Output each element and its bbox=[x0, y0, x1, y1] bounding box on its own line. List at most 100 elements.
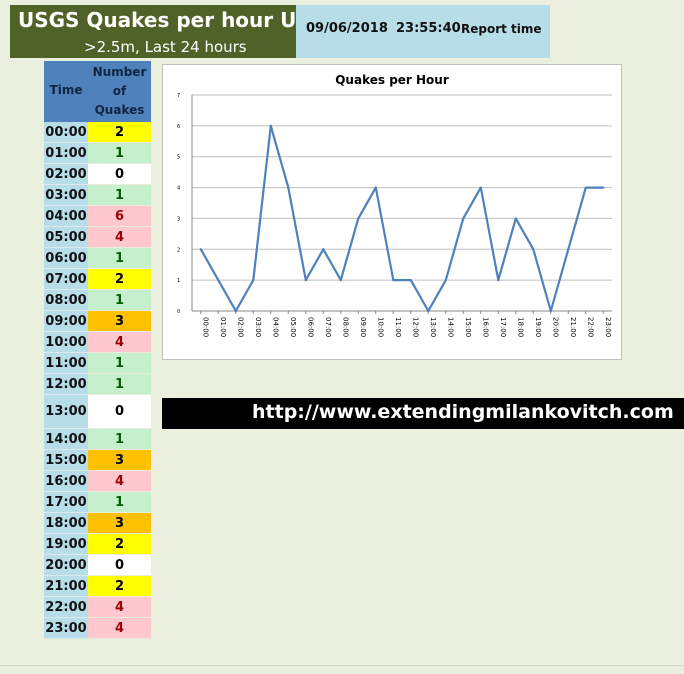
cell-count: 4 bbox=[88, 227, 151, 248]
report-time: 23:55:40 bbox=[396, 21, 461, 36]
data-point bbox=[602, 186, 605, 189]
y-tick-label: 4 bbox=[177, 186, 180, 192]
series-line bbox=[199, 124, 604, 313]
table-row: 11:00 1 bbox=[44, 353, 151, 374]
cell-time: 06:00 bbox=[44, 248, 88, 269]
x-tick-label: 15:00 bbox=[464, 317, 472, 337]
table-header: Time Number of Quakes bbox=[44, 61, 151, 122]
x-tick-label: 08:00 bbox=[341, 317, 349, 337]
data-point bbox=[287, 186, 290, 189]
data-point bbox=[199, 248, 202, 251]
table-row: 08:00 1 bbox=[44, 290, 151, 311]
col-header-count: Number of Quakes bbox=[88, 63, 151, 120]
cell-count: 1 bbox=[88, 374, 151, 395]
table-row: 23:00 4 bbox=[44, 618, 151, 639]
x-tick-label: 18:00 bbox=[516, 317, 524, 337]
quake-table: Time Number of Quakes 00:00 2 01:00 1 02:00 0… bbox=[44, 61, 151, 639]
x-tick-label: 13:00 bbox=[429, 317, 437, 337]
table-row: 18:00 3 bbox=[44, 513, 151, 534]
cell-count: 1 bbox=[88, 353, 151, 374]
y-tick-label: 5 bbox=[177, 155, 180, 161]
cell-time: 13:00 bbox=[44, 395, 88, 429]
cell-time: 20:00 bbox=[44, 555, 88, 576]
x-tick-label: 22:00 bbox=[586, 317, 594, 337]
cell-count: 0 bbox=[88, 395, 151, 429]
col-header-count-line1: Number bbox=[92, 65, 147, 79]
cell-time: 03:00 bbox=[44, 185, 88, 206]
cell-time: 04:00 bbox=[44, 206, 88, 227]
cell-time: 02:00 bbox=[44, 164, 88, 185]
y-tick-label: 2 bbox=[177, 247, 180, 253]
x-tick-label: 11:00 bbox=[394, 317, 402, 337]
table-row: 13:00 0 bbox=[44, 395, 151, 429]
cell-count: 1 bbox=[88, 429, 151, 450]
cell-time: 21:00 bbox=[44, 576, 88, 597]
table-row: 09:00 3 bbox=[44, 311, 151, 332]
report-time-label: Report time bbox=[461, 22, 542, 36]
y-tick-label: 0 bbox=[177, 309, 180, 315]
y-tick-label: 3 bbox=[177, 216, 180, 222]
cell-count: 4 bbox=[88, 597, 151, 618]
x-tick-label: 16:00 bbox=[481, 317, 489, 337]
table-row: 16:00 4 bbox=[44, 471, 151, 492]
table-row: 06:00 1 bbox=[44, 248, 151, 269]
cell-count: 3 bbox=[88, 450, 151, 471]
table-row: 19:00 2 bbox=[44, 534, 151, 555]
cell-count: 2 bbox=[88, 534, 151, 555]
cell-time: 18:00 bbox=[44, 513, 88, 534]
data-point bbox=[584, 186, 587, 189]
x-tick-label: 04:00 bbox=[271, 317, 279, 337]
data-point bbox=[234, 309, 237, 313]
table-row: 01:00 1 bbox=[44, 143, 151, 164]
title-banner: USGS Quakes per hour UTC >2.5m, Last 24 … bbox=[10, 5, 325, 58]
cell-count: 3 bbox=[88, 311, 151, 332]
x-tick-label: 21:00 bbox=[569, 317, 577, 337]
data-point bbox=[374, 186, 377, 189]
cell-count: 4 bbox=[88, 332, 151, 353]
data-point bbox=[444, 279, 447, 282]
table-row: 03:00 1 bbox=[44, 185, 151, 206]
data-point bbox=[549, 309, 552, 313]
cell-time: 05:00 bbox=[44, 227, 88, 248]
y-tick-label: 6 bbox=[177, 124, 180, 130]
cell-count: 4 bbox=[88, 618, 151, 639]
data-point bbox=[252, 279, 255, 282]
cell-time: 22:00 bbox=[44, 597, 88, 618]
cell-time: 09:00 bbox=[44, 311, 88, 332]
cell-count: 1 bbox=[88, 143, 151, 164]
x-tick-label: 12:00 bbox=[411, 317, 419, 337]
divider bbox=[0, 665, 684, 666]
data-point bbox=[392, 279, 395, 282]
data-point bbox=[304, 279, 307, 282]
data-point bbox=[217, 279, 220, 282]
cell-time: 23:00 bbox=[44, 618, 88, 639]
table-row: 12:00 1 bbox=[44, 374, 151, 395]
table-row: 15:00 3 bbox=[44, 450, 151, 471]
cell-time: 11:00 bbox=[44, 353, 88, 374]
chart-title: Quakes per Hour bbox=[335, 73, 449, 87]
table-row: 14:00 1 bbox=[44, 429, 151, 450]
data-point bbox=[462, 217, 465, 220]
data-point bbox=[514, 217, 517, 220]
x-tick-label: 20:00 bbox=[551, 317, 559, 337]
data-point bbox=[532, 248, 535, 251]
cell-count: 0 bbox=[88, 164, 151, 185]
cell-count: 6 bbox=[88, 206, 151, 227]
chart-panel: Quakes per Hour 0 1 2 3 4 5 6 7 00:00 01:00 02:00 03… bbox=[162, 64, 622, 360]
cell-count: 2 bbox=[88, 576, 151, 597]
cell-time: 16:00 bbox=[44, 471, 88, 492]
table-row: 17:00 1 bbox=[44, 492, 151, 513]
cell-count: 4 bbox=[88, 471, 151, 492]
data-point bbox=[269, 124, 272, 127]
x-tick-label: 17:00 bbox=[499, 317, 507, 337]
cell-count: 2 bbox=[88, 269, 151, 290]
cell-time: 10:00 bbox=[44, 332, 88, 353]
report-time-box: 09/06/2018 23:55:40 Report time bbox=[296, 5, 550, 58]
page-subtitle: >2.5m, Last 24 hours bbox=[84, 38, 247, 56]
x-tick-label: 19:00 bbox=[534, 317, 542, 337]
cell-count: 3 bbox=[88, 513, 151, 534]
table-row: 04:00 6 bbox=[44, 206, 151, 227]
x-tick-label: 23:00 bbox=[604, 317, 612, 337]
cell-count: 1 bbox=[88, 185, 151, 206]
table-row: 00:00 2 bbox=[44, 122, 151, 143]
